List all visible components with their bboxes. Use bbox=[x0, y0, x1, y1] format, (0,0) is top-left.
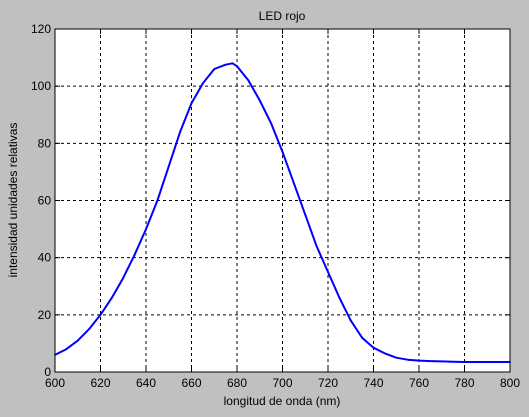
x-tick-label: 660 bbox=[181, 376, 201, 390]
x-axis-label: longitud de onda (nm) bbox=[224, 394, 341, 408]
data-point bbox=[88, 328, 91, 331]
y-tick-labels: 0 20 40 60 80 100 120 bbox=[31, 22, 51, 379]
data-point bbox=[133, 253, 136, 256]
x-tick-label: 720 bbox=[318, 376, 338, 390]
data-point bbox=[338, 296, 341, 299]
y-axis-label: intensidad unidades relativas bbox=[6, 123, 20, 278]
y-tick-label: 120 bbox=[31, 22, 51, 36]
x-tick-label: 600 bbox=[45, 376, 65, 390]
series-line bbox=[54, 62, 510, 363]
x-tick-label: 780 bbox=[454, 376, 474, 390]
data-point bbox=[383, 352, 386, 355]
x-tick-labels: 600 620 640 660 680 700 720 740 760 780 800 bbox=[45, 376, 520, 390]
data-point bbox=[122, 276, 125, 279]
data-point bbox=[429, 360, 432, 363]
data-point bbox=[190, 102, 193, 105]
data-point bbox=[418, 359, 420, 362]
plot-frame bbox=[54, 28, 511, 373]
data-point bbox=[179, 131, 182, 133]
y-tick-label: 0 bbox=[44, 365, 51, 379]
x-tick-label: 760 bbox=[409, 376, 429, 390]
data-point bbox=[395, 356, 398, 359]
x-tick-label: 680 bbox=[227, 376, 247, 390]
chart-title: LED rojo bbox=[259, 9, 306, 23]
data-point bbox=[304, 213, 307, 216]
data-point bbox=[463, 361, 466, 363]
data-point bbox=[201, 82, 204, 85]
data-point bbox=[99, 313, 102, 316]
data-point bbox=[65, 348, 68, 351]
data-point bbox=[440, 360, 443, 363]
data-point bbox=[224, 63, 227, 66]
data-point bbox=[110, 296, 113, 299]
data-point bbox=[315, 245, 318, 248]
tick-marks bbox=[54, 28, 511, 373]
data-point bbox=[156, 199, 159, 202]
data-point bbox=[145, 228, 147, 230]
y-tick-label: 80 bbox=[38, 136, 52, 150]
y-tick-label: 100 bbox=[31, 79, 51, 93]
x-tick-label: 800 bbox=[500, 376, 520, 390]
data-point bbox=[231, 62, 234, 65]
data-point bbox=[486, 361, 489, 363]
y-tick-label: 60 bbox=[38, 194, 52, 208]
data-point bbox=[372, 346, 375, 349]
x-tick-label: 620 bbox=[90, 376, 110, 390]
series-layer bbox=[54, 62, 511, 363]
x-tick-label: 740 bbox=[363, 376, 383, 390]
x-tick-label: 700 bbox=[272, 376, 292, 390]
data-point bbox=[349, 319, 352, 322]
data-point bbox=[292, 182, 295, 185]
data-point bbox=[452, 360, 455, 363]
data-point bbox=[270, 122, 273, 125]
x-tick-label: 640 bbox=[136, 376, 156, 390]
grid-lines bbox=[55, 29, 510, 372]
data-point bbox=[167, 165, 170, 168]
data-point bbox=[406, 358, 409, 361]
y-tick-label: 20 bbox=[38, 308, 52, 322]
y-tick-label: 40 bbox=[38, 251, 52, 265]
data-point bbox=[327, 271, 329, 273]
data-point bbox=[247, 79, 250, 82]
data-point bbox=[258, 99, 261, 102]
data-point bbox=[361, 336, 364, 339]
data-point bbox=[281, 151, 284, 153]
data-point bbox=[76, 339, 79, 342]
data-point bbox=[213, 68, 216, 70]
data-point bbox=[236, 65, 238, 68]
